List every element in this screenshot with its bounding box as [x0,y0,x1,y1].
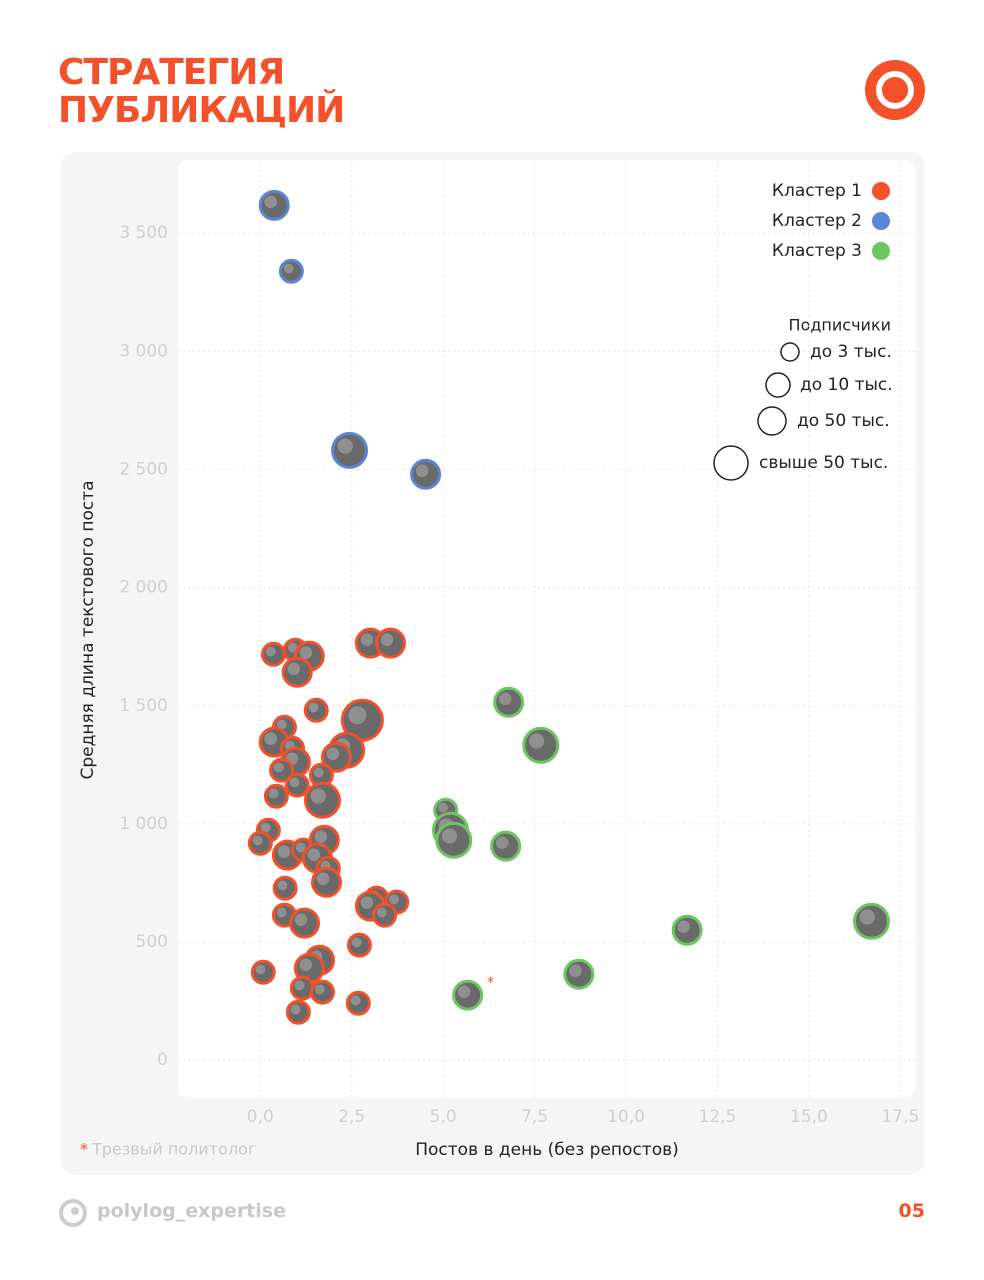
legend-label: Кластер 1 [772,181,862,201]
bubble-highlight [528,733,545,749]
x-tick-label: 5,0 [430,1107,457,1127]
bubble-highlight [299,646,313,659]
bubble-highlight [276,907,287,918]
legend-label: Кластер 2 [772,211,862,231]
y-tick-label: 0 [157,1050,168,1070]
size-legend-circle [757,406,787,436]
x-tick-label: 7,5 [521,1107,548,1127]
bubble-highlight [316,872,330,886]
bubble-highlight [314,984,325,995]
note-marker: * [80,1140,88,1159]
bubble-highlight [859,909,875,925]
y-tick-label: 2 000 [119,578,168,598]
bubble-highlight [351,937,362,948]
bubble-highlight [677,920,690,934]
bubble-highlight [277,845,291,858]
bubble-highlight [294,913,308,926]
bubble-highlight [337,438,353,454]
bubble-highlight [264,732,277,745]
y-tick-label: 500 [136,932,168,952]
bubble-highlight [376,907,387,918]
bubble-highlight [252,835,263,846]
bubble-highlight [389,894,399,905]
size-legend-circle [780,342,800,362]
bubble-highlight [360,896,374,909]
x-tick-label: 15,0 [790,1107,828,1127]
size-legend-title: Подписчики [789,316,891,335]
bubble-highlight [255,964,266,975]
bubble-highlight [415,464,429,478]
size-legend-label: свыше 50 тыс. [759,453,888,473]
bubble-highlight [348,706,367,725]
bubble-highlight [441,828,458,844]
x-tick-label: 2,5 [338,1107,365,1127]
y-tick-label: 2 500 [119,460,168,480]
page-title: СТРАТЕГИЯ ПУБЛИКАЦИЙ [58,52,345,131]
x-tick-label: 0,0 [247,1107,274,1127]
bubble-highlight [287,662,301,676]
plot-area [178,160,915,1098]
y-tick-label: 3 500 [119,223,168,243]
bubble-highlight [380,633,394,646]
bubble-highlight [360,633,374,646]
page-number: 05 [898,1200,925,1222]
note: Трезвый политолог [91,1140,256,1159]
bubble-highlight [310,788,326,804]
size-legend-circle [713,445,749,481]
bubble-highlight [308,702,319,713]
bubble-highlight [265,646,276,657]
legend-swatch [872,212,890,230]
x-tick-label: 10,0 [607,1107,645,1127]
footer-logo [59,1199,87,1227]
bubble-highlight [438,802,448,813]
y-tick-label: 3 000 [119,341,168,361]
y-tick-label: 1 500 [119,696,168,716]
legend-label: Кластер 3 [772,241,862,261]
bubble-highlight [307,848,321,861]
bubble-highlight [299,958,313,972]
legend-swatch [872,242,890,260]
size-legend-label: до 3 тыс. [810,342,892,362]
bubble-highlight [268,788,279,799]
size-legend-label: до 10 тыс. [800,375,893,395]
bubble-highlight [350,995,361,1006]
bubble-highlight [314,830,328,844]
legend-swatch [872,182,890,200]
y-tick-label: 1 000 [119,814,168,834]
bubble-highlight [277,880,288,891]
bubble-highlight [326,747,340,761]
bubble-highlight [457,985,471,999]
annotation-marker: * [487,975,494,991]
bubble-highlight [273,762,284,773]
footer-handle: polylog_expertise [97,1200,287,1222]
bubble-highlight [313,767,324,778]
bubble-highlight [294,980,305,991]
x-tick-label: 17,5 [881,1107,919,1127]
bubble-highlight [260,822,271,833]
y-axis-label: Средняя длина текстового поста [78,480,98,779]
bubble-highlight [498,692,512,706]
bubble-highlight [276,719,287,730]
x-axis-label: Постов в день (без репостов) [415,1140,679,1160]
logo [865,60,925,120]
x-tick-label: 12,5 [699,1107,737,1127]
size-legend-circle [765,372,791,398]
bubble-highlight [295,842,306,853]
bubble-highlight [569,964,582,977]
bubble-highlight [283,263,294,274]
size-legend-label: до 50 тыс. [797,411,890,431]
bubble-highlight [289,777,300,788]
bubble-highlight [495,836,509,849]
bubble-highlight [264,195,277,209]
bubble-highlight [290,1004,301,1015]
